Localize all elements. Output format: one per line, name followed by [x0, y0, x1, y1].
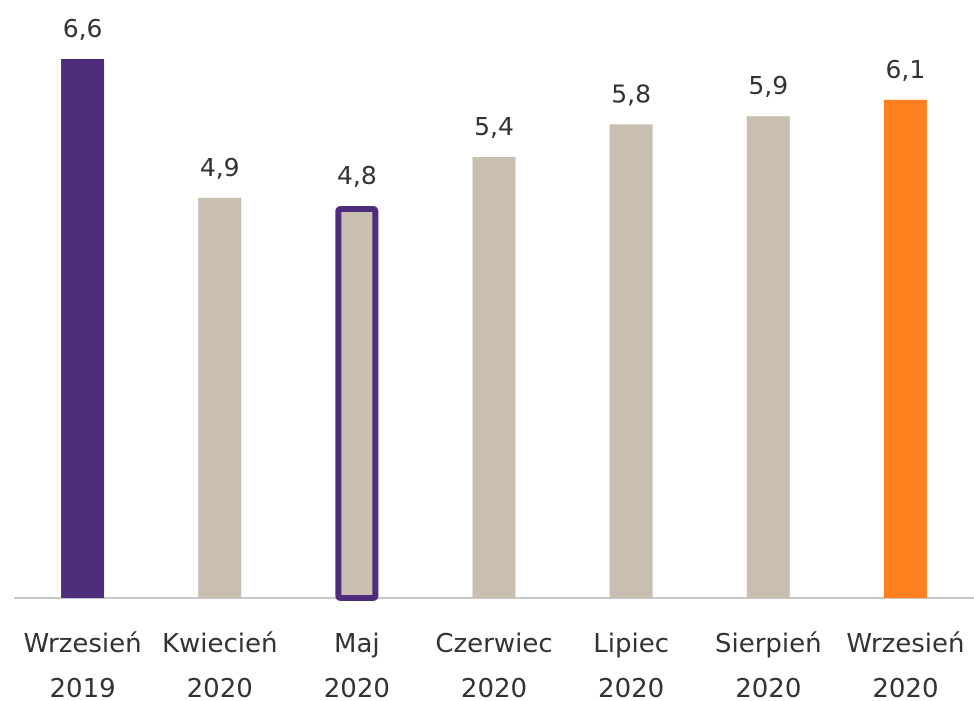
category-label-line: Maj	[334, 629, 380, 659]
bar	[335, 206, 379, 601]
category-label-line: 2020	[324, 674, 390, 701]
category-label: Lipiec 2020	[593, 629, 669, 701]
value-label: 5,8	[611, 79, 651, 108]
value-label: 4,8	[337, 161, 377, 190]
category-label-line: Wrzesień	[846, 629, 964, 659]
category-label-line: Sierpień	[715, 629, 822, 659]
category-label: Kwiecień 2020	[162, 629, 278, 701]
category-label-line: Wrzesień	[24, 629, 142, 659]
bar	[883, 99, 927, 598]
category-label-line: 2020	[735, 674, 801, 701]
category-label: Wrzesień 2019	[24, 629, 142, 701]
value-label: 6,6	[63, 14, 103, 43]
value-labels-group: 6,6 4,9 4,8 5,4 5,8 5,9 6,1	[63, 14, 926, 190]
bars-group	[61, 59, 927, 601]
bar	[61, 59, 105, 598]
bar	[609, 124, 653, 598]
bar	[472, 157, 516, 598]
category-label: Czerwiec 2020	[435, 629, 552, 701]
value-label: 6,1	[886, 55, 926, 84]
category-label-line: 2020	[872, 674, 938, 701]
category-label-line: 2020	[461, 674, 527, 701]
category-label-line: 2020	[187, 674, 253, 701]
category-label-line: 2019	[49, 674, 115, 701]
value-label: 5,9	[748, 71, 788, 100]
bar	[198, 197, 242, 599]
category-label: Wrzesień 2020	[846, 629, 964, 701]
value-label: 5,4	[474, 112, 514, 141]
category-label-line: Czerwiec	[435, 629, 552, 659]
category-label-line: 2020	[598, 674, 664, 701]
category-label-line: Lipiec	[593, 629, 669, 659]
value-label: 4,9	[200, 153, 240, 182]
category-label: Maj 2020	[324, 629, 390, 701]
category-labels-group: Wrzesień 2019 Kwiecień 2020 Maj 2020 Czerwiec 2…	[24, 629, 965, 701]
category-label: Sierpień 2020	[715, 629, 822, 701]
bar	[746, 116, 790, 599]
category-label-line: Kwiecień	[162, 629, 278, 659]
